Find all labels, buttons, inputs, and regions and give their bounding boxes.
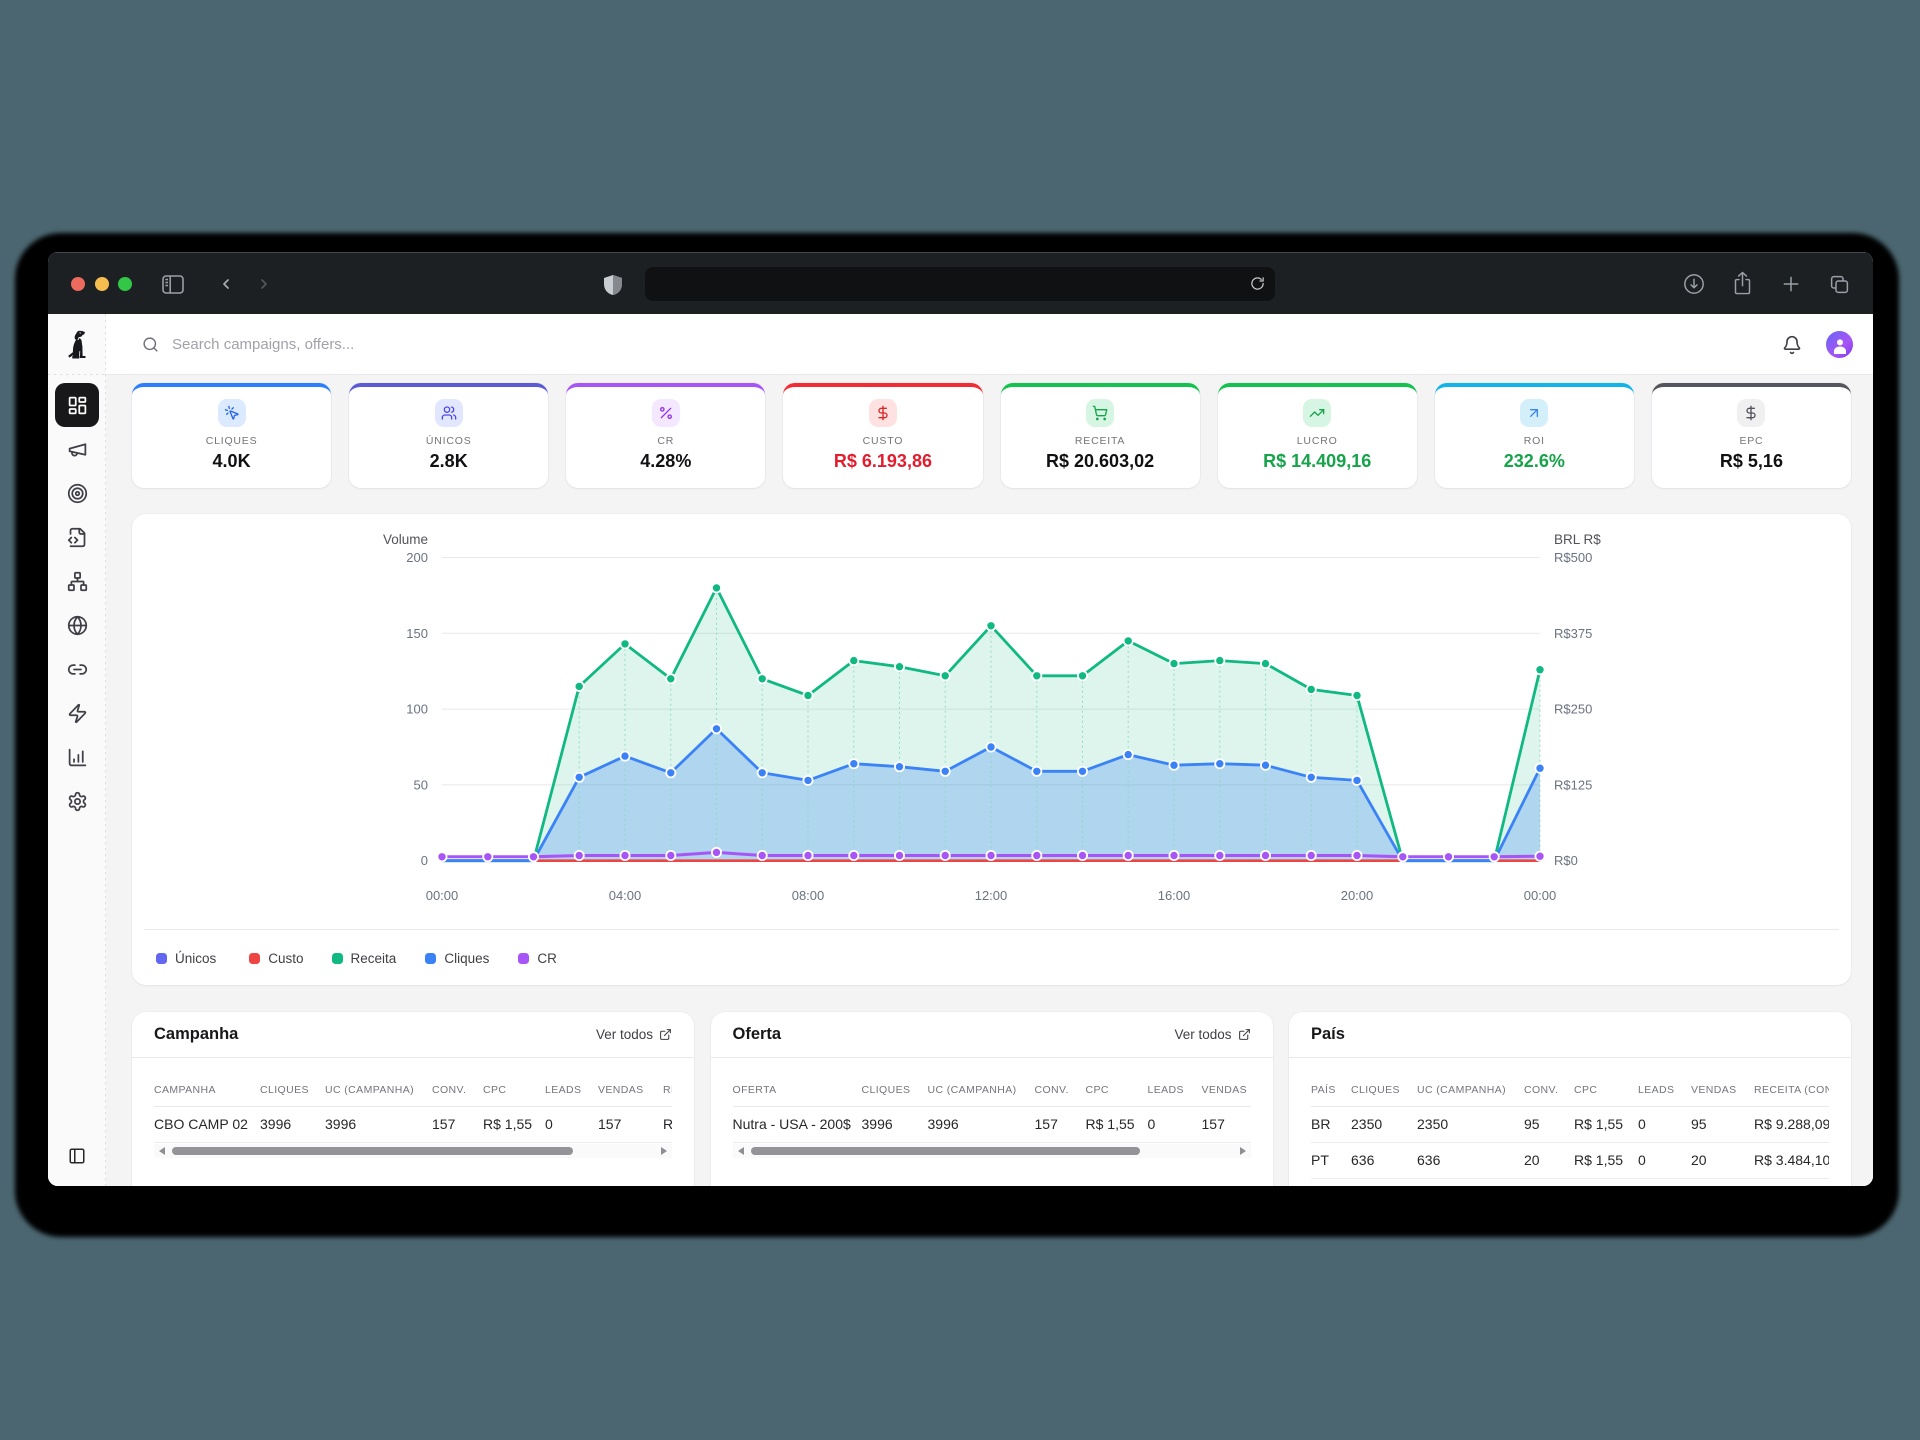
svg-text:R$500: R$500 <box>1554 550 1592 565</box>
svg-text:100: 100 <box>406 702 428 717</box>
svg-text:R$0: R$0 <box>1554 853 1578 868</box>
svg-text:R$375: R$375 <box>1554 626 1592 641</box>
svg-text:150: 150 <box>406 626 428 641</box>
svg-text:12:00: 12:00 <box>975 888 1008 903</box>
svg-text:R$250: R$250 <box>1554 702 1592 717</box>
svg-text:Volume: Volume <box>383 532 428 547</box>
svg-text:R$125: R$125 <box>1554 777 1592 792</box>
svg-text:16:00: 16:00 <box>1158 888 1191 903</box>
svg-text:50: 50 <box>414 777 428 792</box>
svg-text:08:00: 08:00 <box>792 888 825 903</box>
svg-text:00:00: 00:00 <box>426 888 459 903</box>
svg-text:00:00: 00:00 <box>1524 888 1557 903</box>
svg-text:04:00: 04:00 <box>609 888 642 903</box>
svg-text:BRL R$: BRL R$ <box>1554 532 1601 547</box>
svg-text:0: 0 <box>421 853 428 868</box>
svg-text:20:00: 20:00 <box>1341 888 1374 903</box>
svg-text:200: 200 <box>406 550 428 565</box>
